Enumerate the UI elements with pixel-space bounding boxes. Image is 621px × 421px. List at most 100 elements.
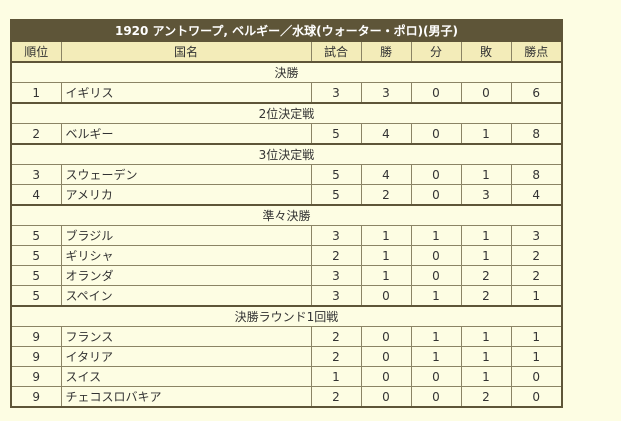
drawn-cell: 0 bbox=[410, 366, 462, 387]
drawn-cell: 0 bbox=[410, 184, 462, 206]
played-cell: 3 bbox=[310, 265, 362, 286]
table-row: 9 イタリア 2 0 1 1 1 bbox=[10, 346, 563, 367]
lost-cell: 1 bbox=[460, 164, 512, 185]
won-cell: 0 bbox=[360, 285, 412, 307]
table-row: 3 スウェーデン 5 4 0 1 8 bbox=[10, 164, 563, 185]
table-row: 2 ベルギー 5 4 0 1 8 bbox=[10, 123, 563, 145]
table-row: 5 ギリシャ 2 1 0 1 2 bbox=[10, 245, 563, 266]
lost-cell: 0 bbox=[460, 82, 512, 104]
lost-cell: 1 bbox=[460, 326, 512, 347]
played-cell: 2 bbox=[310, 326, 362, 347]
rank-cell: 4 bbox=[10, 184, 62, 206]
results-table-container: 1920 アントワープ, ベルギー／水球(ウォーター・ポロ)(男子) 順位 国名… bbox=[10, 19, 563, 408]
won-cell: 0 bbox=[360, 366, 412, 387]
country-cell: アメリカ bbox=[60, 184, 312, 206]
won-cell: 4 bbox=[360, 164, 412, 185]
played-cell: 3 bbox=[310, 82, 362, 104]
country-cell: スウェーデン bbox=[60, 164, 312, 185]
header-points: 勝点 bbox=[510, 41, 563, 63]
points-cell: 6 bbox=[510, 82, 563, 104]
played-cell: 5 bbox=[310, 184, 362, 206]
lost-cell: 2 bbox=[460, 386, 512, 408]
points-cell: 4 bbox=[510, 184, 563, 206]
won-cell: 4 bbox=[360, 123, 412, 145]
drawn-cell: 1 bbox=[410, 346, 462, 367]
country-cell: スイス bbox=[60, 366, 312, 387]
played-cell: 5 bbox=[310, 123, 362, 145]
drawn-cell: 1 bbox=[410, 285, 462, 307]
played-cell: 2 bbox=[310, 245, 362, 266]
header-row: 順位 国名 試合 勝 分 敗 勝点 bbox=[10, 41, 563, 63]
lost-cell: 2 bbox=[460, 265, 512, 286]
drawn-cell: 1 bbox=[410, 225, 462, 246]
won-cell: 1 bbox=[360, 225, 412, 246]
lost-cell: 3 bbox=[460, 184, 512, 206]
section-row: 決勝 bbox=[10, 61, 563, 83]
won-cell: 0 bbox=[360, 346, 412, 367]
header-lost: 敗 bbox=[460, 41, 512, 63]
table-row: 1 イギリス 3 3 0 0 6 bbox=[10, 82, 563, 104]
section-title: 決勝ラウンド1回戦 bbox=[10, 305, 563, 327]
lost-cell: 1 bbox=[460, 225, 512, 246]
points-cell: 0 bbox=[510, 366, 563, 387]
drawn-cell: 0 bbox=[410, 164, 462, 185]
section-row: 3位決定戦 bbox=[10, 143, 563, 165]
section-row: 2位決定戦 bbox=[10, 102, 563, 124]
won-cell: 1 bbox=[360, 265, 412, 286]
header-drawn: 分 bbox=[410, 41, 462, 63]
rank-cell: 9 bbox=[10, 326, 62, 347]
table-row: 5 スペイン 3 0 1 2 1 bbox=[10, 285, 563, 307]
rank-cell: 9 bbox=[10, 346, 62, 367]
points-cell: 3 bbox=[510, 225, 563, 246]
rank-cell: 5 bbox=[10, 285, 62, 307]
table-row: 9 チェコスロバキア 2 0 0 2 0 bbox=[10, 386, 563, 408]
table-row: 9 スイス 1 0 0 1 0 bbox=[10, 366, 563, 387]
rank-cell: 3 bbox=[10, 164, 62, 185]
results-table: 1920 アントワープ, ベルギー／水球(ウォーター・ポロ)(男子) 順位 国名… bbox=[10, 19, 563, 408]
played-cell: 1 bbox=[310, 366, 362, 387]
drawn-cell: 0 bbox=[410, 123, 462, 145]
lost-cell: 1 bbox=[460, 245, 512, 266]
country-cell: イタリア bbox=[60, 346, 312, 367]
section-title: 3位決定戦 bbox=[10, 143, 563, 165]
won-cell: 3 bbox=[360, 82, 412, 104]
drawn-cell: 1 bbox=[410, 326, 462, 347]
rank-cell: 5 bbox=[10, 265, 62, 286]
country-cell: チェコスロバキア bbox=[60, 386, 312, 408]
won-cell: 2 bbox=[360, 184, 412, 206]
won-cell: 1 bbox=[360, 245, 412, 266]
section-row: 準々決勝 bbox=[10, 204, 563, 226]
drawn-cell: 0 bbox=[410, 82, 462, 104]
played-cell: 5 bbox=[310, 164, 362, 185]
points-cell: 8 bbox=[510, 164, 563, 185]
rank-cell: 9 bbox=[10, 386, 62, 408]
rank-cell: 1 bbox=[10, 82, 62, 104]
country-cell: ブラジル bbox=[60, 225, 312, 246]
country-cell: ベルギー bbox=[60, 123, 312, 145]
section-title: 2位決定戦 bbox=[10, 102, 563, 124]
drawn-cell: 0 bbox=[410, 386, 462, 408]
played-cell: 2 bbox=[310, 346, 362, 367]
played-cell: 3 bbox=[310, 225, 362, 246]
played-cell: 3 bbox=[310, 285, 362, 307]
country-cell: スペイン bbox=[60, 285, 312, 307]
table-row: 9 フランス 2 0 1 1 1 bbox=[10, 326, 563, 347]
lost-cell: 1 bbox=[460, 346, 512, 367]
rank-cell: 5 bbox=[10, 245, 62, 266]
drawn-cell: 0 bbox=[410, 265, 462, 286]
played-cell: 2 bbox=[310, 386, 362, 408]
section-title: 決勝 bbox=[10, 61, 563, 83]
section-title: 準々決勝 bbox=[10, 204, 563, 226]
lost-cell: 1 bbox=[460, 123, 512, 145]
table-body: 決勝 1 イギリス 3 3 0 0 6 2位決定戦 2 ベルギー 5 4 0 1 8 3位決定戦 3 スウェーデン 5… bbox=[10, 61, 563, 408]
header-won: 勝 bbox=[360, 41, 412, 63]
country-cell: イギリス bbox=[60, 82, 312, 104]
points-cell: 8 bbox=[510, 123, 563, 145]
header-played: 試合 bbox=[310, 41, 362, 63]
country-cell: フランス bbox=[60, 326, 312, 347]
header-rank: 順位 bbox=[10, 41, 62, 63]
table-row: 4 アメリカ 5 2 0 3 4 bbox=[10, 184, 563, 206]
points-cell: 1 bbox=[510, 326, 563, 347]
rank-cell: 2 bbox=[10, 123, 62, 145]
table-row: 5 オランダ 3 1 0 2 2 bbox=[10, 265, 563, 286]
